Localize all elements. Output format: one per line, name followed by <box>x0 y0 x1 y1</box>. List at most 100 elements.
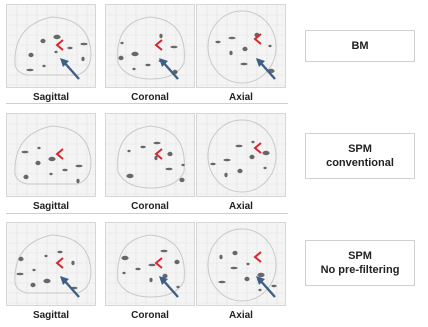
activation-cluster <box>176 285 180 289</box>
glass-brain-graphic <box>7 223 95 305</box>
activation-cluster <box>242 46 248 52</box>
panel-label: Coronal <box>131 201 169 212</box>
activation-cluster <box>44 254 48 258</box>
activation-cluster <box>132 67 136 71</box>
activation-cluster <box>240 62 248 66</box>
activation-cluster <box>21 150 29 154</box>
activation-cluster <box>57 250 63 254</box>
activation-cluster <box>67 46 73 50</box>
activation-cluster <box>160 249 168 253</box>
glass-brain-graphic <box>197 114 285 196</box>
activation-cluster <box>120 41 124 45</box>
activation-cluster <box>210 162 216 166</box>
method-label-line: conventional <box>326 157 394 169</box>
activation-cluster <box>43 278 51 284</box>
glass-brain-graphic <box>106 5 194 87</box>
panel-label: Sagittal <box>32 310 70 321</box>
panel-label: Coronal <box>131 92 169 103</box>
pointer-arrow-icon <box>60 276 80 298</box>
activation-cluster <box>224 172 228 178</box>
location-marker-icon <box>253 33 262 45</box>
activation-cluster <box>148 263 156 267</box>
activation-cluster <box>251 140 255 144</box>
brain-outline <box>207 228 277 302</box>
activation-cluster <box>118 55 124 61</box>
location-marker-icon <box>154 39 163 51</box>
activation-cluster <box>126 173 134 179</box>
activation-cluster <box>75 164 83 168</box>
glass-brain-sagittal <box>6 113 96 197</box>
location-marker-icon <box>154 148 163 160</box>
panel-label: Sagittal <box>32 92 70 103</box>
brain-outline <box>117 16 185 80</box>
activation-cluster <box>218 280 226 284</box>
activation-cluster <box>26 68 34 72</box>
activation-cluster <box>35 160 41 166</box>
activation-cluster <box>122 271 126 275</box>
location-marker-icon <box>253 142 262 154</box>
row-spm-no-prefiltering: Sagittal Coronal Axial SPM No pre-filter… <box>0 222 428 326</box>
pointer-arrow-icon <box>60 58 80 80</box>
method-label-box: BM <box>305 30 415 62</box>
activation-cluster <box>32 268 36 272</box>
activation-cluster <box>219 254 223 260</box>
brain-outline <box>14 125 92 185</box>
method-label-line: SPM <box>348 143 372 155</box>
pointer-arrow-icon <box>159 276 179 298</box>
glass-brain-graphic <box>197 5 285 87</box>
activation-cluster <box>262 150 270 156</box>
activation-cluster <box>223 158 231 162</box>
activation-cluster <box>249 154 255 160</box>
pointer-arrow-icon <box>159 58 179 80</box>
method-label-box: SPM No pre-filtering <box>305 240 415 286</box>
activation-cluster <box>159 33 163 39</box>
brain-outline <box>207 119 277 193</box>
brain-outline <box>207 10 277 84</box>
activation-cluster <box>54 50 58 54</box>
glass-brain-graphic <box>106 114 194 196</box>
activation-cluster <box>153 141 161 145</box>
activation-cluster <box>237 168 243 174</box>
method-label-line: No pre-filtering <box>320 264 400 276</box>
activation-cluster <box>181 163 185 167</box>
activation-cluster <box>179 177 185 183</box>
row-bm: Sagittal Coronal Axial BM <box>0 4 428 108</box>
activation-cluster <box>28 52 34 58</box>
activation-cluster <box>230 266 238 270</box>
activation-cluster <box>71 260 75 266</box>
activation-cluster <box>215 40 221 44</box>
glass-brain-graphic <box>7 114 95 196</box>
glass-brain-coronal <box>105 222 195 306</box>
panel-label: Axial <box>229 310 253 321</box>
glass-brain-coronal <box>105 113 195 197</box>
glass-brain-axial <box>196 4 286 88</box>
activation-cluster <box>37 146 41 150</box>
activation-cluster <box>165 167 173 171</box>
location-marker-icon <box>55 257 64 269</box>
activation-cluster <box>121 255 129 261</box>
glass-brain-coronal <box>105 4 195 88</box>
activation-cluster <box>268 44 272 48</box>
activation-cluster <box>42 64 46 68</box>
method-label-line: BM <box>351 40 369 52</box>
activation-cluster <box>232 250 238 256</box>
activation-cluster <box>16 272 24 276</box>
activation-cluster <box>140 145 146 149</box>
activation-cluster <box>76 178 80 184</box>
location-marker-icon <box>55 39 64 51</box>
activation-cluster <box>23 174 29 180</box>
activation-cluster <box>62 168 68 172</box>
activation-cluster <box>258 288 262 292</box>
glass-brain-sagittal <box>6 222 96 306</box>
glass-brain-graphic <box>106 223 194 305</box>
activation-cluster <box>154 155 158 161</box>
activation-cluster <box>80 42 88 46</box>
activation-cluster <box>228 36 236 40</box>
activation-cluster <box>49 172 53 176</box>
activation-cluster <box>263 166 267 170</box>
activation-cluster <box>30 282 36 288</box>
panel-label: Axial <box>229 92 253 103</box>
panel-label: Coronal <box>131 310 169 321</box>
pointer-arrow-icon <box>256 58 276 80</box>
brain-outline <box>14 16 92 76</box>
